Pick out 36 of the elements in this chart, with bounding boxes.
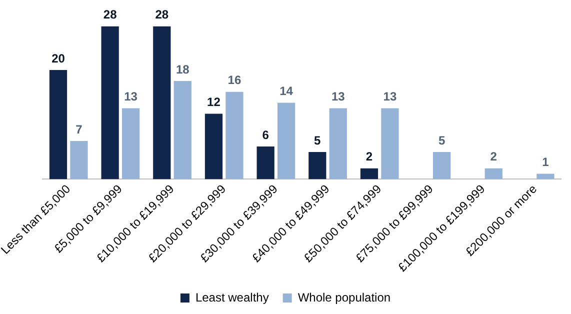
bar [432,152,451,180]
data-label: 12 [207,95,221,110]
data-label: 28 [103,8,118,22]
data-label: 7 [76,122,83,136]
bar [49,70,68,180]
bar [256,146,274,180]
data-label: 13 [383,90,397,104]
data-label: 13 [331,90,346,104]
bar [226,92,244,180]
legend-label: Whole population [298,290,391,304]
data-label: 20 [52,51,66,66]
bar [381,108,399,180]
bar [122,108,140,180]
data-label: 1 [542,155,550,170]
bar [329,108,347,180]
data-label: 16 [228,73,242,88]
data-label: 2 [366,150,373,164]
bar [277,102,296,180]
bar [174,80,192,180]
bar [360,168,378,180]
data-label: 18 [176,62,190,76]
data-label: 2 [490,150,498,164]
bar [536,174,554,180]
bar [484,168,502,180]
bar [204,114,223,180]
data-label: 14 [280,84,294,98]
bar [308,152,326,180]
data-label: 6 [262,128,270,142]
bar [153,26,171,180]
data-label: 13 [124,90,138,104]
data-label: 5 [314,133,322,148]
data-label: 28 [155,8,169,22]
legend-label: Least wealthy [195,290,269,304]
bar [101,26,119,180]
data-label: 5 [438,133,446,148]
bar [70,141,88,180]
